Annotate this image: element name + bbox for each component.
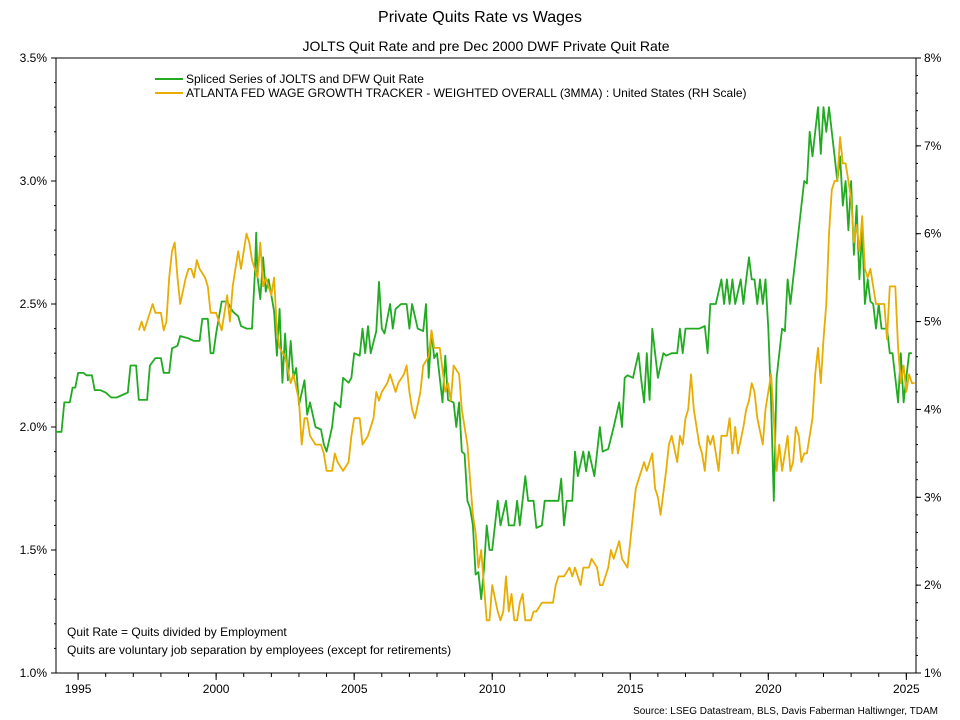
right-axis-tick-label: 2% (924, 578, 942, 592)
plot-area: 1.0% 1.5% 2.0% 2.5% 3.0% 3.5% 1% 2% 3% 4% 5% 6% 7% 8%… (20, 51, 942, 696)
right-axis-tick-label: 5% (924, 315, 942, 329)
chart-title: Private Quits Rate vs Wages (378, 9, 582, 26)
legend-label-wage-growth: ATLANTA FED WAGE GROWTH TRACKER - WEIGHT… (186, 86, 747, 100)
legend-label-quit-rate: Spliced Series of JOLTS and DFW Quit Rat… (186, 72, 424, 86)
left-axis-tick-label: 2.0% (20, 420, 48, 434)
left-axis-tick-label: 2.5% (20, 297, 48, 311)
right-axis-tick-label: 3% (924, 490, 942, 504)
right-axis-tick-label: 6% (924, 227, 942, 241)
left-axis-tick-label: 1.0% (20, 666, 48, 680)
x-axis-tick-label: 2020 (755, 682, 782, 696)
x-axis-tick-label: 2015 (617, 682, 644, 696)
left-axis-tick-label: 3.5% (20, 51, 48, 65)
source-note: Source: LSEG Datastream, BLS, Davis Fabe… (633, 706, 938, 717)
right-axis-tick-label: 7% (924, 139, 942, 153)
series-line-wage-growth (137, 136, 915, 622)
chart-subtitle: JOLTS Quit Rate and pre Dec 2000 DWF Pri… (302, 38, 669, 54)
annotation-quits-definition: Quits are voluntary job separation by em… (67, 643, 451, 657)
annotation-quit-rate-definition: Quit Rate = Quits divided by Employment (67, 625, 287, 639)
x-axis-tick-label: 2000 (203, 682, 230, 696)
x-axis-tick-label: 2005 (341, 682, 368, 696)
series-line-quit-rate (56, 106, 912, 601)
right-axis-tick-label: 4% (924, 402, 942, 416)
right-axis-tick-label: 1% (924, 666, 942, 680)
x-axis-tick-label: 2010 (479, 682, 506, 696)
legend: Spliced Series of JOLTS and DFW Quit Rat… (155, 72, 747, 100)
x-axis-tick-label: 1995 (65, 682, 92, 696)
plot-frame (55, 57, 917, 674)
x-axis-tick-label: 2025 (893, 682, 920, 696)
left-axis-tick-label: 3.0% (20, 174, 48, 188)
left-axis-tick-label: 1.5% (20, 543, 48, 557)
right-axis-tick-label: 8% (924, 51, 942, 65)
